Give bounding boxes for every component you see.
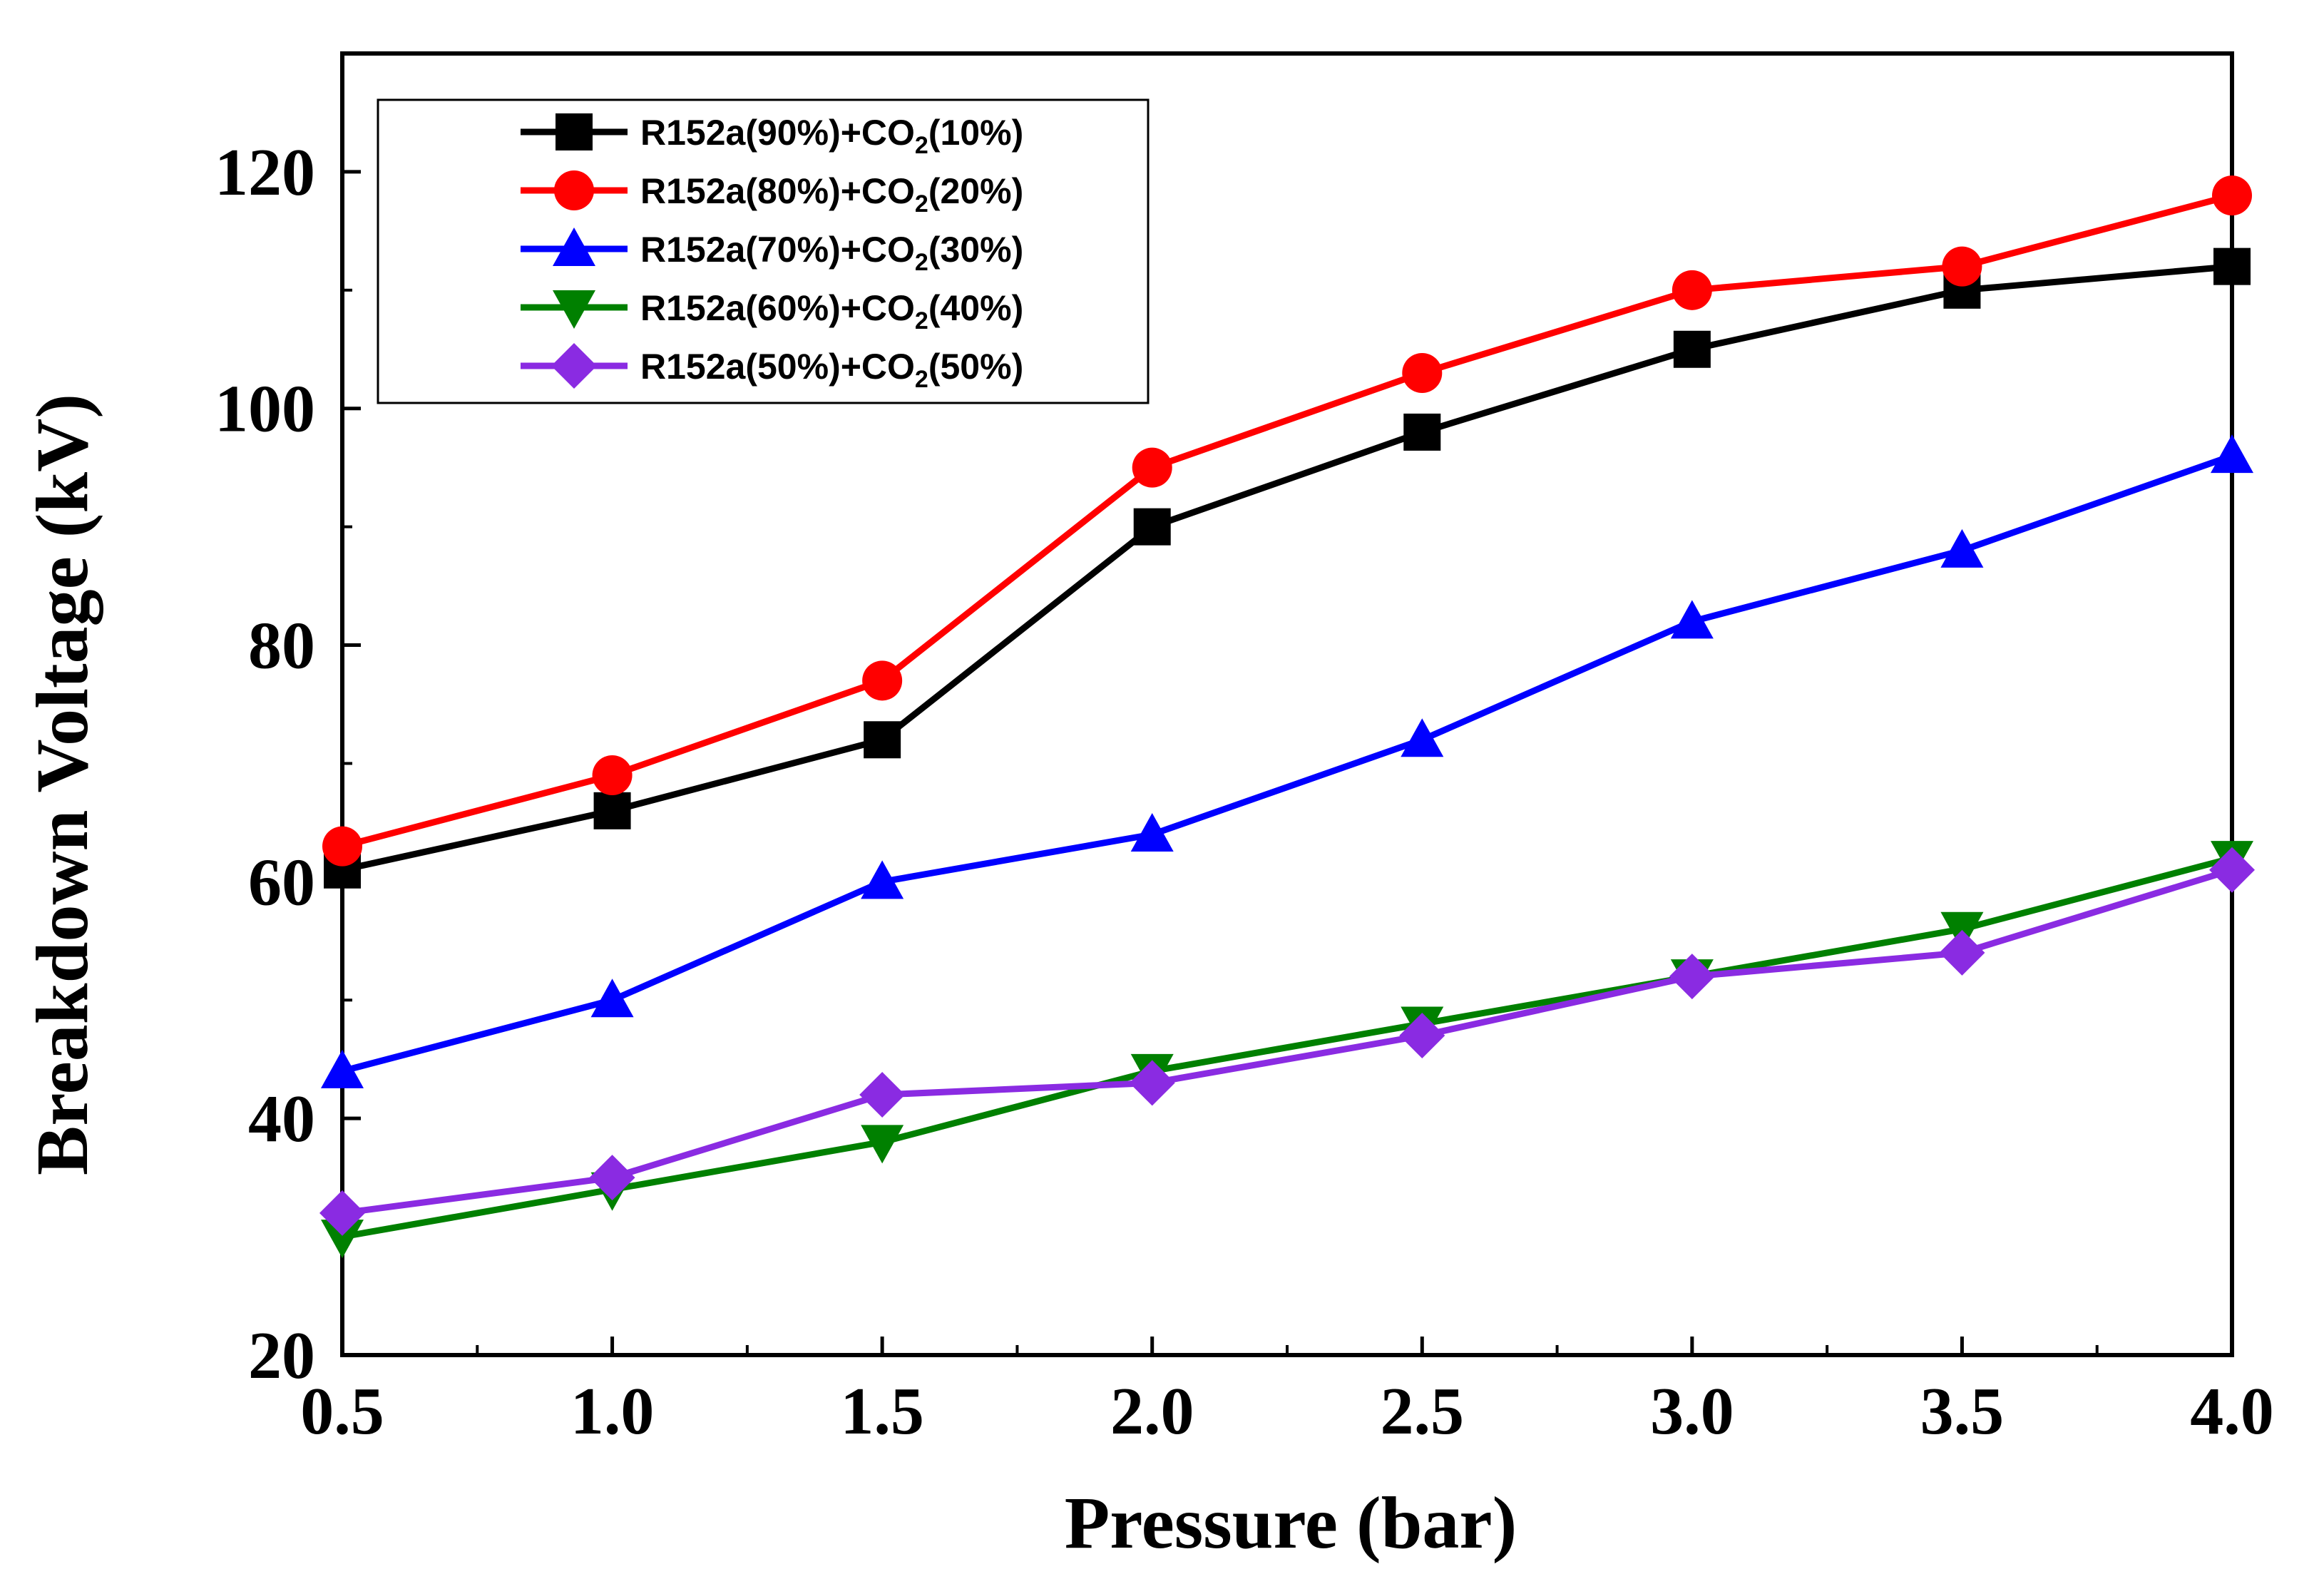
data-point — [1401, 718, 1444, 757]
data-point — [1399, 1013, 1445, 1059]
y-tick-label: 80 — [248, 609, 315, 683]
legend-marker — [556, 113, 593, 150]
series-layer — [319, 175, 2255, 1259]
legend-marker — [553, 290, 595, 329]
legend-marker — [554, 170, 594, 210]
series-2 — [322, 175, 2252, 867]
x-tick-label: 3.5 — [1920, 1374, 2005, 1449]
axes-layer: 0.5 1.0 1.5 2.0 2.5 3.0 3.5 4.0 20 40 60 80 100 120 — [215, 51, 2274, 1449]
x-tick-label: 2.0 — [1110, 1374, 1194, 1449]
data-point — [862, 660, 903, 701]
data-point — [861, 860, 904, 899]
series-line — [341, 452, 2233, 1075]
data-point — [1132, 447, 1172, 488]
data-point — [589, 1155, 635, 1201]
data-point — [1403, 413, 1441, 451]
data-point — [864, 721, 901, 759]
legend-label: R152a(90%)+CO2(10%) — [640, 113, 1023, 159]
data-point — [1942, 246, 1982, 287]
data-point — [1402, 352, 1443, 393]
x-tick-label: 1.5 — [840, 1374, 924, 1449]
data-point — [322, 826, 362, 867]
data-point — [321, 1220, 364, 1259]
data-point — [593, 792, 631, 829]
y-tick-label: 60 — [248, 845, 315, 919]
legend-label: R152a(50%)+CO2(50%) — [640, 347, 1023, 393]
data-point — [2209, 847, 2255, 893]
y-tick-label: 40 — [248, 1082, 315, 1156]
y-tick-label: 120 — [215, 136, 315, 210]
data-point — [1670, 600, 1714, 639]
legend: R152a(90%)+CO2(10%) R152a(80%)+CO2(20%) R1… — [377, 98, 1150, 404]
data-point — [590, 979, 634, 1018]
data-point — [1939, 929, 1985, 976]
series-line — [342, 867, 2233, 1217]
y-tick-label: 20 — [248, 1319, 315, 1393]
data-point — [2211, 434, 2253, 474]
legend-label: R152a(60%)+CO2(40%) — [640, 288, 1023, 334]
y-axis-title: Breakdown Voltage (kV) — [21, 394, 103, 1175]
series-line — [342, 854, 2233, 1240]
data-point — [1672, 270, 1712, 310]
series-3 — [321, 434, 2253, 1088]
series-5 — [319, 847, 2255, 1236]
y-tick-label: 100 — [215, 372, 315, 446]
x-axis-title: Pressure (bar) — [1065, 1482, 1517, 1564]
legend-marker — [553, 228, 595, 266]
series-line — [341, 192, 2233, 849]
legend-box — [377, 98, 1150, 404]
series-line — [342, 263, 2233, 874]
data-point — [2213, 247, 2251, 285]
x-tick-label: 1.0 — [570, 1374, 655, 1449]
data-point — [321, 1049, 364, 1088]
data-point — [1129, 1060, 1175, 1106]
data-point — [859, 1072, 906, 1118]
data-point — [1669, 954, 1715, 1000]
legend-marker — [551, 343, 597, 389]
x-tick-label: 4.0 — [2190, 1374, 2274, 1449]
series-1 — [324, 247, 2251, 889]
data-point — [592, 755, 633, 796]
data-point — [1130, 813, 1174, 852]
data-point — [1940, 528, 1984, 568]
x-tick-label: 2.5 — [1381, 1374, 1465, 1449]
data-point — [1133, 508, 1171, 546]
data-point — [861, 1125, 904, 1164]
data-point — [1673, 330, 1711, 368]
x-tick-label: 3.0 — [1650, 1374, 1734, 1449]
data-point — [2212, 175, 2252, 216]
x-tick-label: 0.5 — [300, 1374, 384, 1449]
data-point — [319, 1190, 365, 1236]
legend-label: R152a(80%)+CO2(20%) — [640, 171, 1023, 218]
legend-label: R152a(70%)+CO2(30%) — [640, 230, 1023, 276]
